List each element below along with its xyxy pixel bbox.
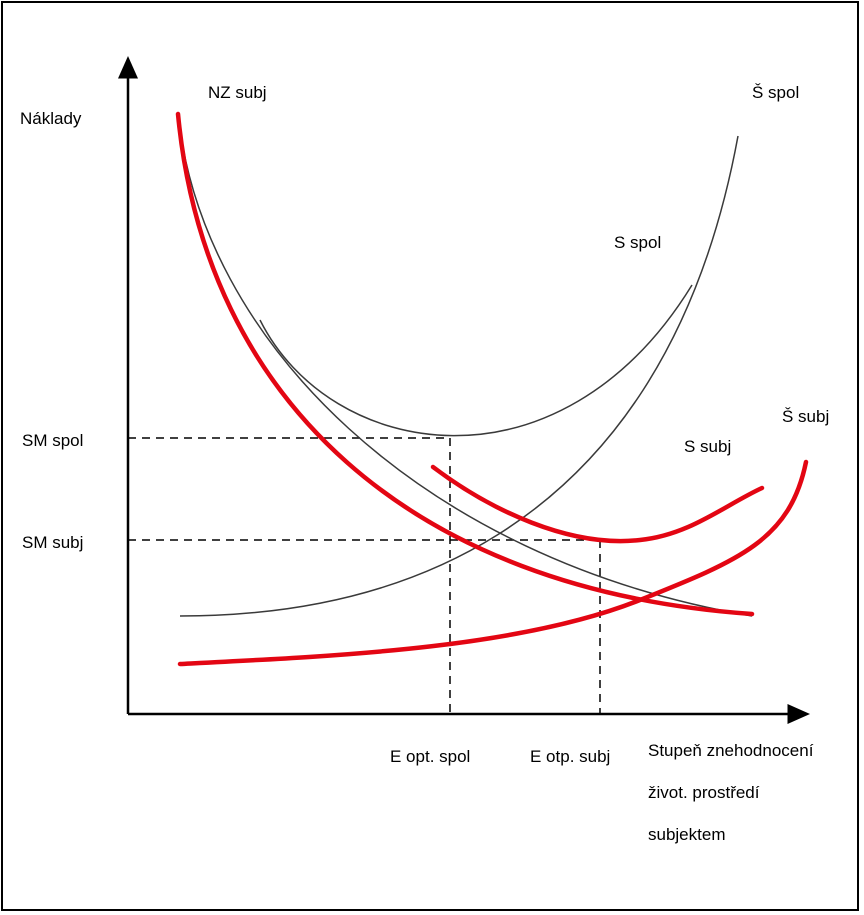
x-axis-label-line-3: subjektem	[648, 825, 725, 844]
y-tick-sm-subj: SM subj	[22, 533, 83, 552]
y-tick-sm-spol: SM spol	[22, 431, 83, 450]
sh-spol-curve	[179, 135, 739, 617]
label-nz-subj: NZ subj	[208, 83, 267, 102]
x-tick-e-otp-subj: E otp. subj	[530, 747, 610, 766]
x-tick-e-opt-spol: E opt. spol	[390, 747, 470, 766]
nz-subj-curve	[175, 111, 755, 617]
label-sh-spol: Š spol	[752, 83, 799, 102]
y-axis-label: Náklady	[20, 109, 82, 128]
nz-spol-curve	[177, 111, 753, 617]
x-axis-label-line-1: Stupeň znehodnocení	[648, 741, 814, 760]
label-s-spol: S spol	[614, 233, 661, 252]
label-s-subj: S subj	[684, 437, 731, 456]
sh-subj-curve	[177, 459, 809, 667]
label-sh-subj: Š subj	[782, 407, 829, 426]
s-subj-curve	[430, 464, 765, 544]
x-axis-label-line-2: život. prostředí	[648, 783, 760, 802]
s-spol-curve	[259, 284, 693, 437]
